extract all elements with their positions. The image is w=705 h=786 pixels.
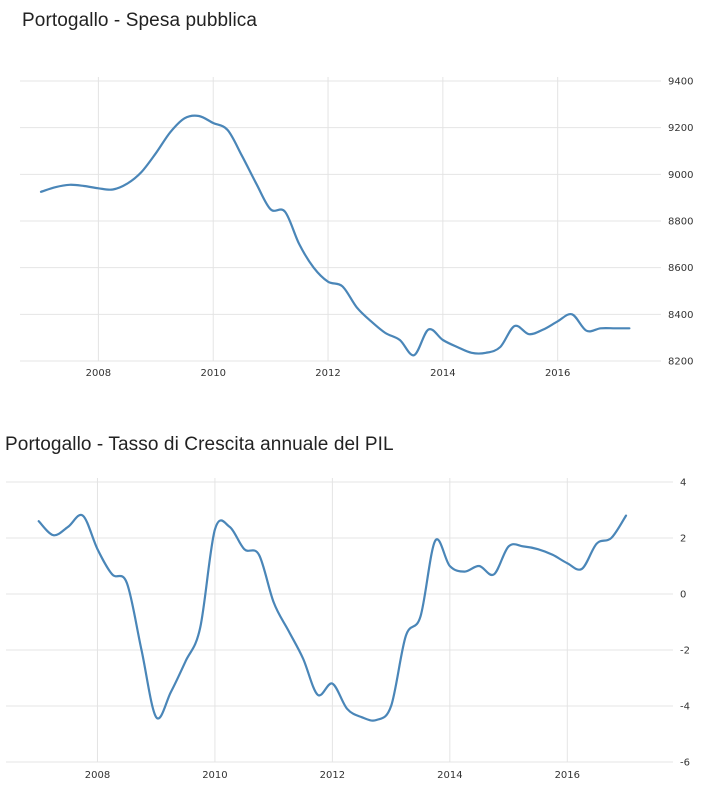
x-tick-label: 2008 — [86, 368, 111, 379]
chart-title-pil: Portogallo - Tasso di Crescita annuale d… — [5, 434, 394, 455]
x-tick-label: 2010 — [202, 770, 227, 781]
y-tick-label: 8800 — [668, 217, 693, 228]
chart-crescita-pil: 4 2 0 -2 -4 -6 2008 2010 2012 2014 2016 — [6, 478, 690, 781]
y-tick-label: 9400 — [668, 77, 693, 88]
series-line — [39, 114, 631, 357]
y-tick-label: 9000 — [668, 170, 693, 181]
x-tick-label: 2014 — [437, 770, 462, 781]
y-tick-label: 8400 — [668, 310, 693, 321]
y-tick-label: 8200 — [668, 357, 693, 368]
x-tick-label: 2016 — [555, 770, 580, 781]
x-tick-label: 2014 — [430, 368, 455, 379]
y-tick-label: -6 — [680, 758, 690, 769]
x-tick-label: 2012 — [320, 770, 345, 781]
x-tick-label: 2008 — [85, 770, 110, 781]
chart-title-spesa: Portogallo - Spesa pubblica — [22, 10, 258, 31]
y-tick-label: 0 — [680, 590, 686, 601]
y-tick-label: -2 — [680, 646, 690, 657]
x-tick-label: 2016 — [545, 368, 570, 379]
series-line — [37, 513, 628, 722]
chart-spesa-pubblica: 9400 9200 9000 8800 8600 8400 8200 2008 2010 2012… — [20, 77, 693, 379]
x-tick-label: 2010 — [200, 368, 225, 379]
y-tick-label: 2 — [680, 534, 686, 545]
y-tick-label: -4 — [680, 702, 690, 713]
y-tick-label: 9200 — [668, 123, 693, 134]
y-tick-label: 4 — [680, 478, 686, 489]
y-tick-label: 8600 — [668, 263, 693, 274]
x-tick-label: 2012 — [315, 368, 340, 379]
